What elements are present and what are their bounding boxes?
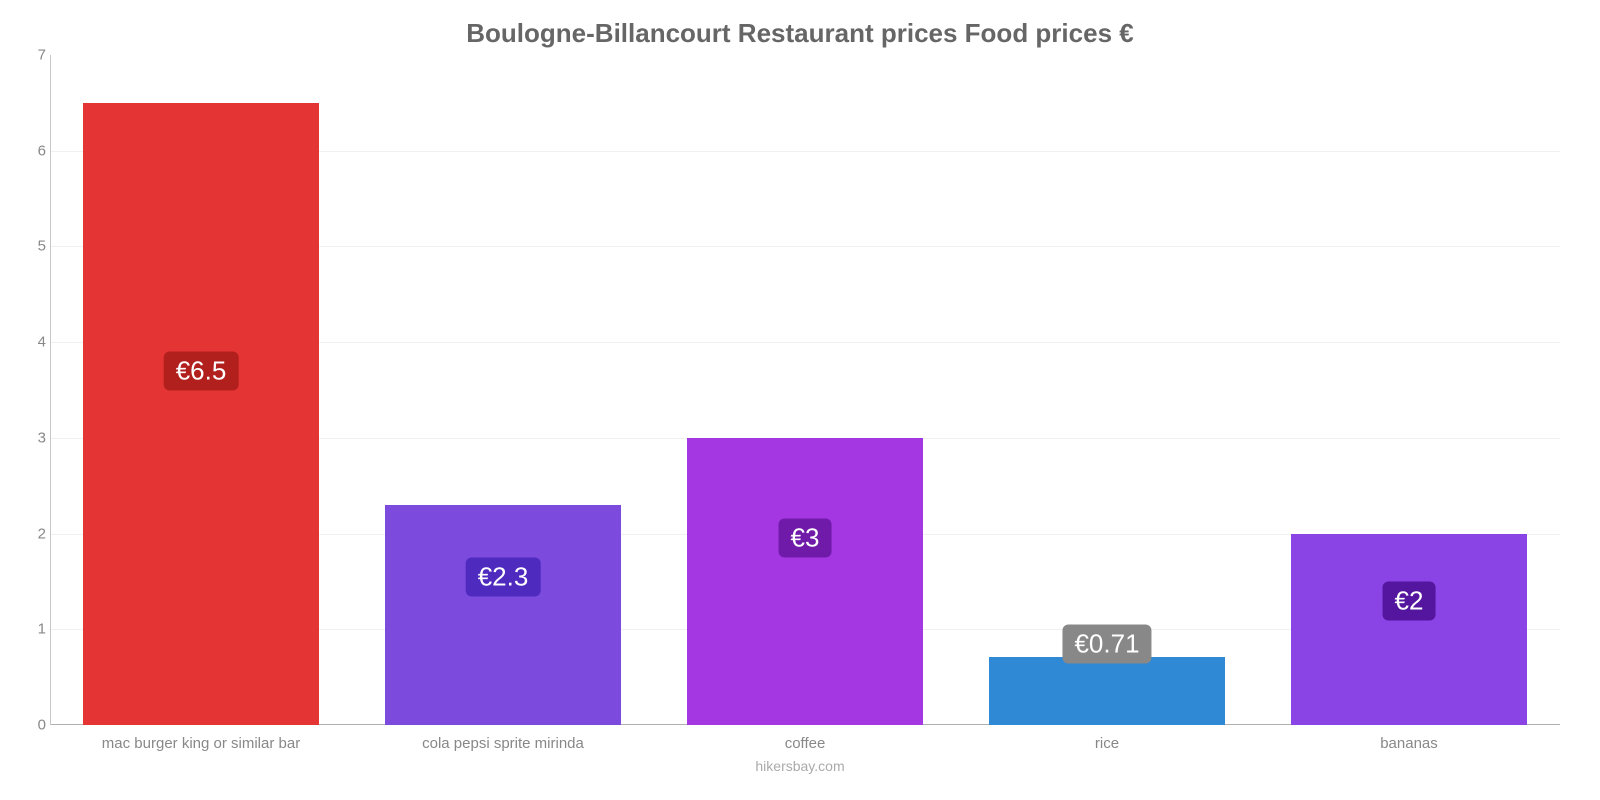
chart-container: Boulogne-Billancourt Restaurant prices F…	[0, 0, 1600, 800]
bar-slot: €3	[654, 55, 956, 725]
bar-value-label: €2.3	[466, 557, 541, 596]
y-tick-label: 5	[38, 238, 46, 255]
bar-slot: €2	[1258, 55, 1560, 725]
bar	[989, 657, 1225, 725]
x-axis: mac burger king or similar barcola pepsi…	[50, 725, 1560, 752]
x-tick-label: rice	[956, 725, 1258, 752]
chart-plot-area: 01234567 €6.5€2.3€3€0.71€2	[50, 55, 1560, 725]
x-tick-label: coffee	[654, 725, 956, 752]
x-tick-label: bananas	[1258, 725, 1560, 752]
bar-value-label: €2	[1383, 581, 1436, 620]
y-tick-label: 6	[38, 142, 46, 159]
bar-value-label: €6.5	[164, 351, 239, 390]
chart-title: Boulogne-Billancourt Restaurant prices F…	[20, 8, 1580, 55]
chart-footer: hikersbay.com	[20, 752, 1580, 774]
y-tick-label: 1	[38, 621, 46, 638]
x-tick-label: mac burger king or similar bar	[50, 725, 352, 752]
y-tick-label: 4	[38, 334, 46, 351]
bar-value-label: €0.71	[1062, 624, 1151, 663]
bar	[83, 103, 319, 725]
y-tick-label: 3	[38, 429, 46, 446]
y-axis: 01234567	[22, 55, 50, 725]
chart-bars: €6.5 €2.3 €3 €0.71 €2	[50, 55, 1560, 725]
bar	[385, 505, 621, 725]
bar-value-label: €3	[779, 519, 832, 558]
bar-slot: €2.3	[352, 55, 654, 725]
bar	[687, 438, 923, 725]
bar-slot: €6.5	[50, 55, 352, 725]
bar	[1291, 534, 1527, 725]
y-tick-label: 2	[38, 525, 46, 542]
y-tick-label: 0	[38, 717, 46, 734]
x-tick-label: cola pepsi sprite mirinda	[352, 725, 654, 752]
y-tick-label: 7	[38, 47, 46, 64]
bar-slot: €0.71	[956, 55, 1258, 725]
